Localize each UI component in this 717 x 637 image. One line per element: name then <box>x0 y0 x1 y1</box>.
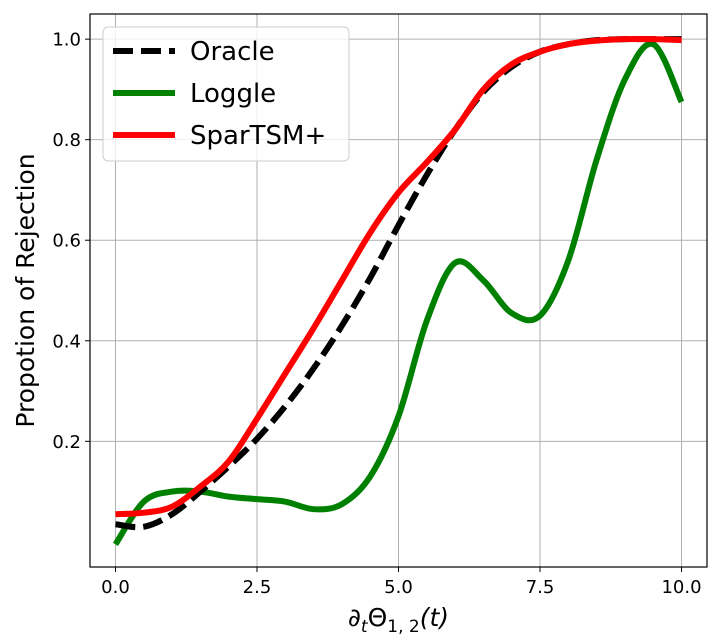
x-axis-label-base: ∂ <box>348 603 361 632</box>
legend-label-loggle: Loggle <box>190 79 276 109</box>
x-tick-label: 0.0 <box>101 577 130 598</box>
ticks: 0.0 2.5 5.0 7.5 10.0 0.2 0.4 0.6 0.8 1.0 <box>52 30 701 598</box>
y-tick-label: 0.6 <box>52 231 81 252</box>
x-axis-label-suffix: (t) <box>420 603 449 632</box>
legend-label-oracle: Oracle <box>190 37 275 67</box>
x-axis-label-symbol: Θ <box>368 603 388 632</box>
series-line-spartsm- <box>115 35 682 518</box>
y-tick-label: 0.4 <box>52 331 81 352</box>
x-axis-label: ∂tΘ1, 2(t) <box>348 603 449 637</box>
x-axis-label-base-sub: t <box>361 617 369 637</box>
legend-label-spartsm-: SparTSM+ <box>190 121 326 151</box>
series-group <box>112 35 685 547</box>
x-tick-label: 5.0 <box>384 577 413 598</box>
x-axis-label-symbol-sub: 1, 2 <box>387 617 419 637</box>
y-axis-label: Propotion of Rejection <box>11 153 40 427</box>
y-tick-label: 0.2 <box>52 432 81 453</box>
x-tick-label: 2.5 <box>243 577 272 598</box>
x-tick-label: 7.5 <box>526 577 555 598</box>
series-line-loggle <box>112 40 685 547</box>
legend-box <box>102 26 350 162</box>
y-tick-label: 1.0 <box>52 30 81 51</box>
x-tick-label: 10.0 <box>661 577 701 598</box>
legend: Oracle Loggle SparTSM+ <box>102 26 350 162</box>
y-tick-label: 0.8 <box>52 130 81 151</box>
